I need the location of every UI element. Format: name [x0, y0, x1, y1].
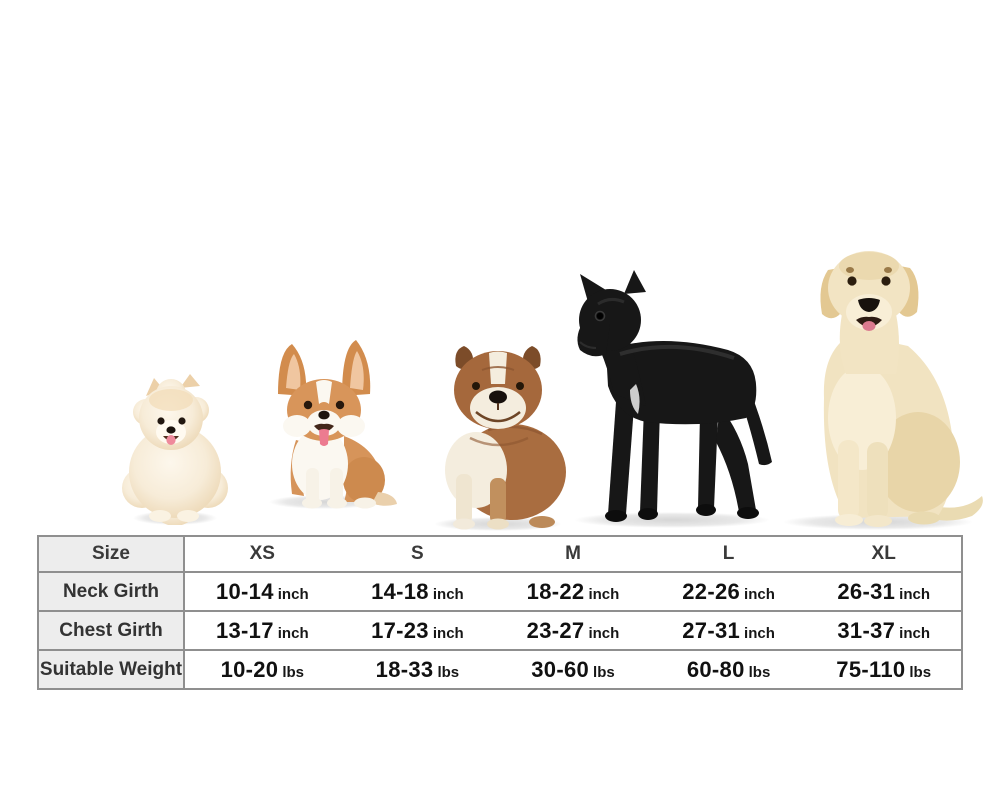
- measurement-unit: inch: [588, 585, 620, 603]
- measurement-cell: 31-37 inch: [806, 610, 963, 651]
- measurement-cell: 60-80 lbs: [650, 649, 807, 690]
- measurement-cell: 14-18 inch: [339, 571, 496, 612]
- dog-corgi-image: [250, 338, 398, 510]
- measurement-cell: 26-31 inch: [806, 571, 963, 612]
- column-header-xl: XL: [806, 535, 963, 573]
- measurement-cell: 27-31 inch: [650, 610, 807, 651]
- measurement-value: 18-22: [526, 578, 585, 604]
- measurement-unit: inch: [744, 585, 775, 603]
- measurement-unit: inch: [899, 585, 930, 603]
- dog-bulldog-image: [412, 334, 584, 532]
- table-row-neck-girth: Neck Girth 10-14 inch 14-18 inch 18-22 inch…: [37, 571, 963, 612]
- table-row-chest-girth: Chest Girth 13-17 inch 17-23 inch 23-27 inc…: [37, 610, 963, 651]
- measurement-unit: lbs: [909, 663, 932, 681]
- measurement-unit: lbs: [282, 663, 305, 681]
- measurement-value: 30-60: [531, 656, 590, 682]
- measurement-cell: 30-60 lbs: [495, 649, 651, 690]
- measurement-value: 75-110: [836, 656, 906, 682]
- size-header-cell: Size: [37, 535, 185, 573]
- dog-pomeranian-image: [116, 370, 234, 525]
- measurement-value: 22-26: [682, 578, 741, 604]
- measurement-value: 17-23: [371, 617, 429, 643]
- measurement-value: 10-20: [220, 656, 279, 682]
- measurement-value: 13-17: [215, 617, 274, 643]
- measurement-cell: 18-33 lbs: [339, 649, 496, 690]
- measurement-value: 27-31: [682, 617, 741, 643]
- dog-staffordshire-terrier-image: [550, 266, 788, 528]
- measurement-cell: 75-110 lbs: [806, 649, 963, 690]
- column-header-xs: XS: [184, 535, 340, 573]
- measurement-unit: lbs: [748, 663, 771, 681]
- table-header-row: Size XS S M L XL: [37, 535, 963, 573]
- measurement-value: 31-37: [837, 617, 896, 643]
- measurement-cell: 22-26 inch: [650, 571, 807, 612]
- measurement-unit: inch: [277, 585, 309, 603]
- table-row-suitable-weight: Suitable Weight 10-20 lbs 18-33 lbs 30-60 l…: [37, 649, 963, 690]
- measurement-unit: inch: [277, 624, 309, 642]
- measurement-cell: 18-22 inch: [495, 571, 651, 612]
- column-header-l: L: [650, 535, 807, 573]
- measurement-value: 23-27: [526, 617, 585, 643]
- measurement-cell: 10-20 lbs: [184, 649, 340, 690]
- row-label: Chest Girth: [37, 610, 185, 651]
- measurement-cell: 13-17 inch: [184, 610, 340, 651]
- column-header-m: M: [495, 535, 651, 573]
- measurement-unit: inch: [432, 585, 464, 603]
- measurement-value: 18-33: [375, 656, 434, 682]
- measurement-cell: 17-23 inch: [339, 610, 496, 651]
- measurement-unit: lbs: [437, 663, 460, 681]
- measurement-unit: inch: [588, 624, 620, 642]
- row-label: Neck Girth: [37, 571, 185, 612]
- measurement-value: 10-14: [215, 578, 274, 604]
- size-table: Size XS S M L XL Neck Girth 10-14 inch 14…: [37, 535, 963, 690]
- dog-labrador-image: [762, 228, 990, 530]
- measurement-unit: inch: [432, 624, 464, 642]
- column-header-s: S: [339, 535, 496, 573]
- measurement-unit: inch: [899, 624, 930, 642]
- measurement-value: 14-18: [371, 578, 429, 604]
- measurement-cell: 23-27 inch: [495, 610, 651, 651]
- row-label: Suitable Weight: [37, 649, 185, 690]
- measurement-cell: 10-14 inch: [184, 571, 340, 612]
- measurement-unit: lbs: [593, 663, 615, 681]
- measurement-value: 60-80: [686, 656, 745, 682]
- measurement-value: 26-31: [837, 578, 896, 604]
- measurement-unit: inch: [744, 624, 775, 642]
